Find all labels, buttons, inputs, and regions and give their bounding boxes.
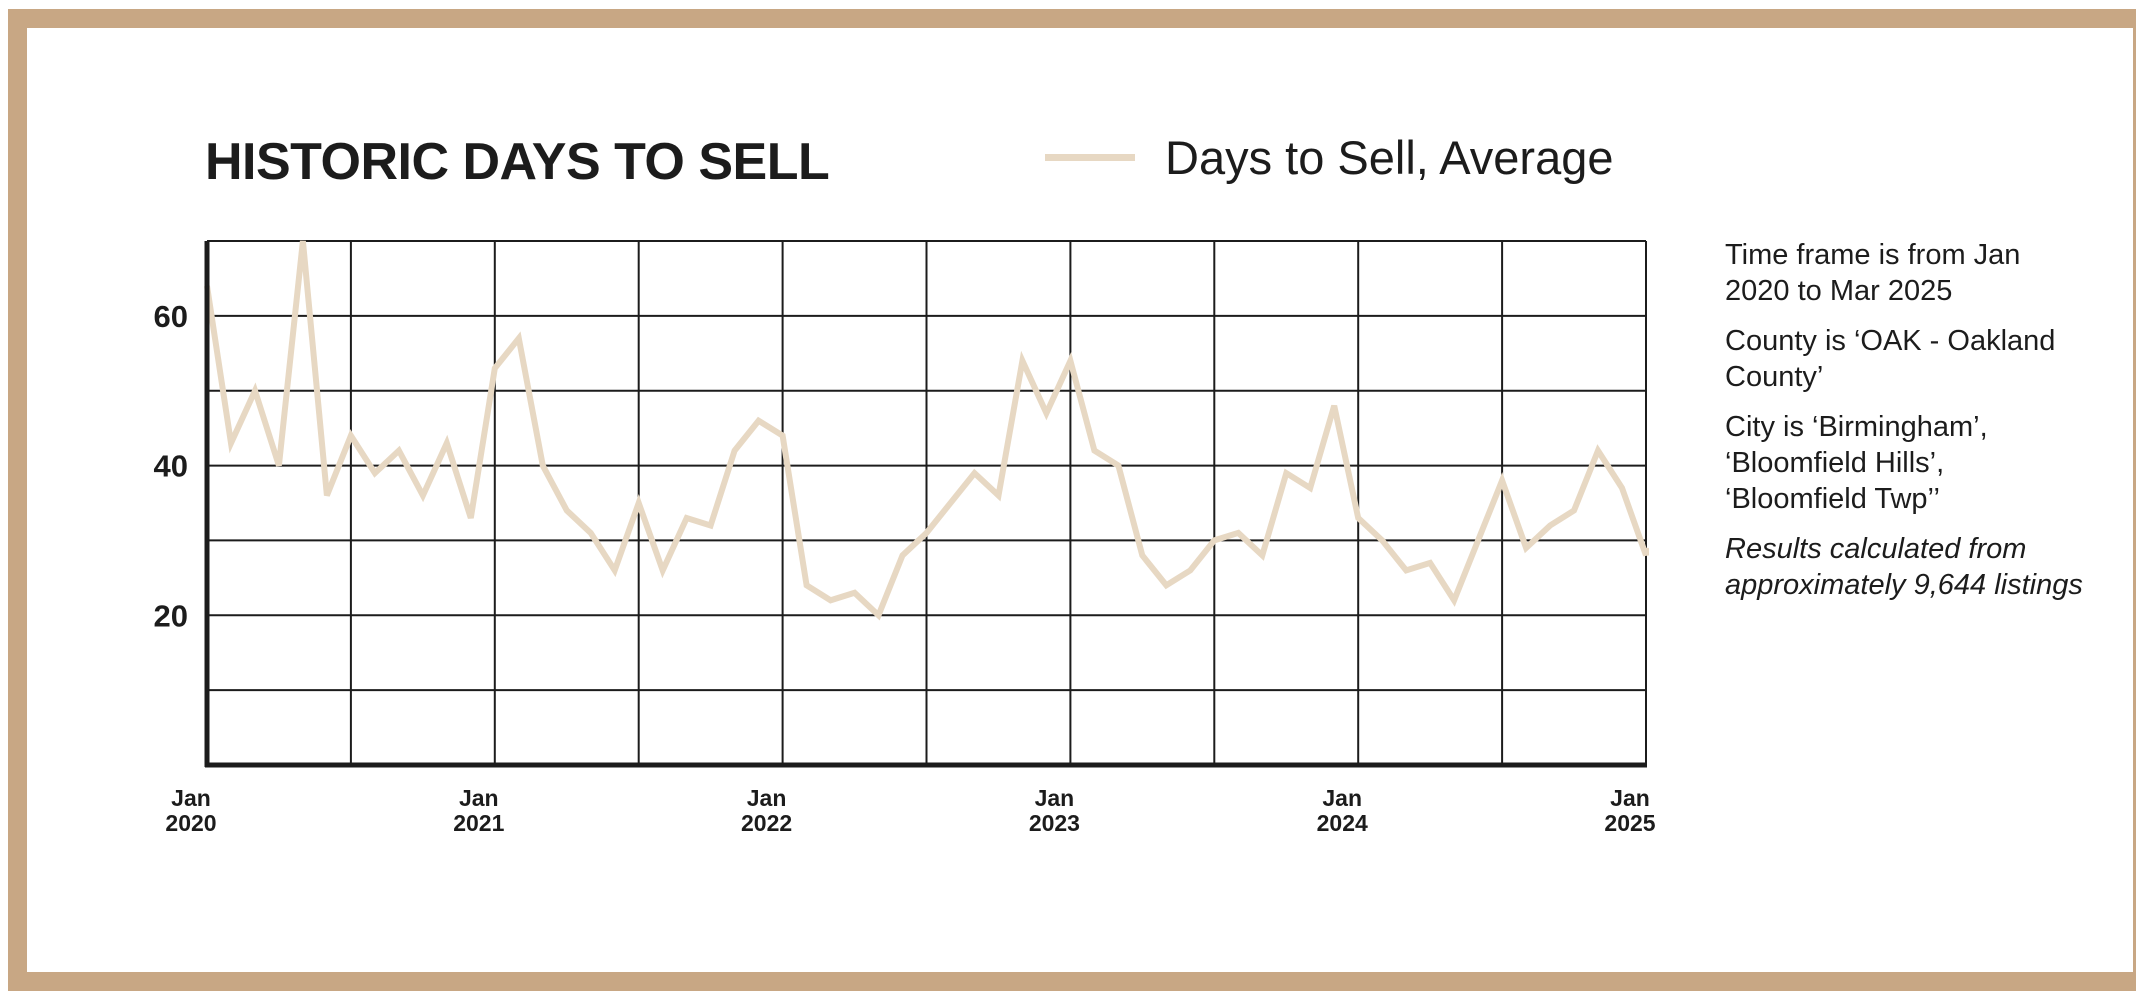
x-tick-label-month: Jan: [1322, 785, 1362, 811]
note-county: County is ‘OAK - Oakland County’: [1725, 325, 2056, 393]
x-tick-label-month: Jan: [747, 785, 787, 811]
x-tick-label-month: Jan: [1610, 785, 1650, 811]
chart-title: HISTORIC DAYS TO SELL: [205, 133, 830, 191]
note-timeframe: Time frame is from Jan 2020 to Mar 2025: [1725, 239, 2021, 307]
axes: [204, 241, 1647, 768]
x-tick-label-year: 2025: [1604, 810, 1655, 836]
series-layer: [204, 240, 1649, 621]
x-tick-label-month: Jan: [1035, 785, 1075, 811]
x-tick-label-month: Jan: [459, 785, 499, 811]
x-tick-label-year: 2021: [453, 810, 504, 836]
y-tick-label: 20: [154, 598, 188, 633]
y-tick-label: 40: [154, 449, 188, 484]
x-tick-label-year: 2024: [1317, 810, 1368, 836]
y-tick-labels: 20 40 60: [154, 299, 188, 633]
note-results: Results calculated from approximately 9,…: [1725, 533, 2083, 601]
legend-label: Days to Sell, Average: [1165, 131, 1614, 184]
legend-swatch: [1045, 154, 1135, 161]
x-tick-label-month: Jan: [171, 785, 211, 811]
x-tick-label-year: 2020: [165, 810, 216, 836]
series-line-0: [204, 240, 1649, 621]
legend: Days to Sell, Average: [1045, 130, 1614, 185]
grid: [207, 240, 1647, 765]
note-city: City is ‘Birmingham’, ‘Bloomfield Hills’…: [1725, 411, 1988, 515]
x-tick-label-year: 2023: [1029, 810, 1080, 836]
x-tick-labels: Jan2020Jan2021Jan2022Jan2023Jan2024Jan20…: [165, 785, 1655, 836]
notes-panel: Time frame is from Jan 2020 to Mar 2025 …: [1725, 237, 2085, 617]
y-tick-label: 60: [154, 299, 188, 334]
x-tick-label-year: 2022: [741, 810, 792, 836]
